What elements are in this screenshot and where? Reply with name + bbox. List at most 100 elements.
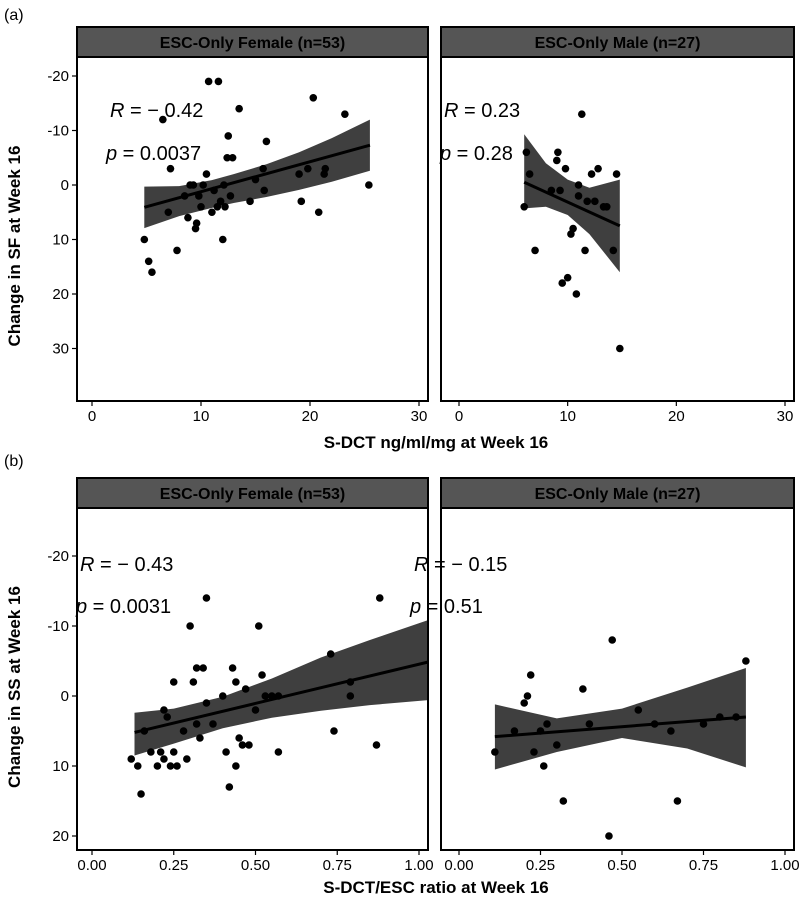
panel-title: ESC-Only Female (n=53) bbox=[160, 486, 345, 503]
panel-frame bbox=[440, 56, 795, 402]
data-point bbox=[375, 594, 384, 602]
data-point bbox=[574, 192, 583, 200]
y-tick-label: 20 bbox=[52, 828, 69, 845]
panel-title: ESC-Only Male (n=27) bbox=[535, 486, 701, 503]
data-point bbox=[650, 720, 659, 728]
correlation-label: R = − 0.42 bbox=[110, 100, 203, 122]
data-point bbox=[225, 783, 234, 791]
data-point bbox=[531, 246, 539, 255]
data-point bbox=[222, 748, 230, 756]
data-point bbox=[192, 664, 201, 672]
data-point bbox=[699, 720, 708, 728]
data-point bbox=[574, 181, 583, 189]
data-point bbox=[179, 727, 188, 735]
panel-strip bbox=[440, 26, 795, 58]
data-point bbox=[148, 268, 156, 277]
data-point bbox=[216, 197, 225, 206]
data-point bbox=[173, 762, 181, 770]
x-tick-label: 0.75 bbox=[689, 857, 718, 874]
data-point bbox=[569, 224, 577, 233]
data-point bbox=[254, 622, 263, 630]
panel-frame bbox=[76, 507, 429, 851]
data-point bbox=[609, 246, 618, 255]
data-point bbox=[259, 164, 267, 173]
data-point bbox=[202, 170, 211, 178]
data-point bbox=[608, 636, 617, 644]
data-point bbox=[314, 208, 323, 217]
data-point bbox=[195, 192, 203, 200]
panel-title: ESC-Only Male (n=27) bbox=[535, 35, 701, 52]
data-point bbox=[196, 734, 204, 742]
figure-a: (a) Change in SF at Week 16 S-DCT ng/ml/… bbox=[4, 7, 795, 452]
y-tick-label: 0 bbox=[61, 688, 69, 705]
data-point bbox=[372, 741, 381, 749]
data-point bbox=[346, 692, 355, 700]
figure-b: (b) Change in SS at Week 16 S-DCT/ESC ra… bbox=[4, 453, 800, 897]
data-point bbox=[309, 94, 318, 102]
data-point bbox=[153, 762, 162, 770]
data-point bbox=[213, 203, 222, 211]
data-point bbox=[224, 132, 233, 140]
data-point bbox=[208, 208, 216, 217]
data-point bbox=[219, 235, 227, 244]
data-point bbox=[295, 170, 303, 178]
data-point bbox=[245, 741, 253, 749]
x-tick-label: 20 bbox=[668, 408, 685, 425]
figure-b-y-ticks: -20 -10 0 10 20 bbox=[47, 548, 77, 845]
data-point bbox=[321, 164, 330, 173]
x-tick-label: 10 bbox=[559, 408, 576, 425]
data-point bbox=[210, 186, 218, 195]
data-point bbox=[583, 197, 592, 206]
data-point bbox=[530, 748, 538, 756]
figure-a-tag: (a) bbox=[4, 7, 24, 24]
x-tick-label: 0 bbox=[88, 408, 96, 425]
data-point bbox=[137, 790, 145, 798]
x-tick-label: 0.50 bbox=[241, 857, 270, 874]
figure-b-panel-male: ESC-Only Male (n=27) R = − 0.15 p = 0.51 0.… bbox=[409, 477, 800, 874]
x-tick-label: 20 bbox=[302, 408, 319, 425]
data-point bbox=[330, 727, 338, 735]
confidence-band bbox=[134, 620, 428, 756]
data-point bbox=[183, 755, 191, 763]
figure-a-panel-female: ESC-Only Female (n=53) R = − 0.42 p = 0.00… bbox=[76, 26, 429, 425]
data-point bbox=[144, 257, 153, 266]
data-point bbox=[268, 692, 276, 700]
data-point bbox=[133, 762, 142, 770]
data-point bbox=[732, 713, 740, 721]
data-point bbox=[612, 170, 621, 178]
y-tick-label: 10 bbox=[52, 232, 69, 249]
figure-a-x-axis-title: S-DCT ng/ml/mg at Week 16 bbox=[324, 433, 549, 452]
figure-b-tag: (b) bbox=[4, 453, 24, 470]
x-tick-label: 0.50 bbox=[607, 857, 636, 874]
data-point bbox=[192, 720, 201, 728]
p-value-label: p = 0.51 bbox=[409, 596, 483, 618]
data-point bbox=[525, 170, 534, 178]
data-point bbox=[156, 748, 165, 756]
data-point bbox=[262, 137, 271, 146]
data-point bbox=[526, 671, 535, 679]
data-point bbox=[164, 208, 173, 217]
data-point bbox=[228, 153, 237, 162]
p-value-label: p = 0.28 bbox=[439, 143, 513, 165]
data-point bbox=[260, 186, 269, 195]
data-point bbox=[558, 279, 567, 287]
data-point bbox=[160, 706, 168, 714]
data-point bbox=[602, 203, 611, 211]
data-point bbox=[258, 671, 266, 679]
y-tick-label: 0 bbox=[61, 177, 69, 194]
panel-frame bbox=[76, 56, 429, 402]
data-point bbox=[202, 699, 211, 707]
data-point bbox=[579, 685, 587, 693]
data-point bbox=[202, 594, 211, 602]
panel-frame bbox=[440, 507, 795, 851]
data-point bbox=[189, 181, 198, 189]
y-tick-label: 10 bbox=[52, 758, 69, 775]
p-value-label: p = 0.0037 bbox=[105, 143, 201, 165]
correlation-label: R = − 0.15 bbox=[414, 554, 507, 576]
data-point bbox=[605, 832, 613, 840]
data-point bbox=[220, 181, 228, 189]
data-point bbox=[204, 77, 213, 86]
data-point bbox=[235, 104, 243, 113]
data-point bbox=[536, 727, 545, 735]
